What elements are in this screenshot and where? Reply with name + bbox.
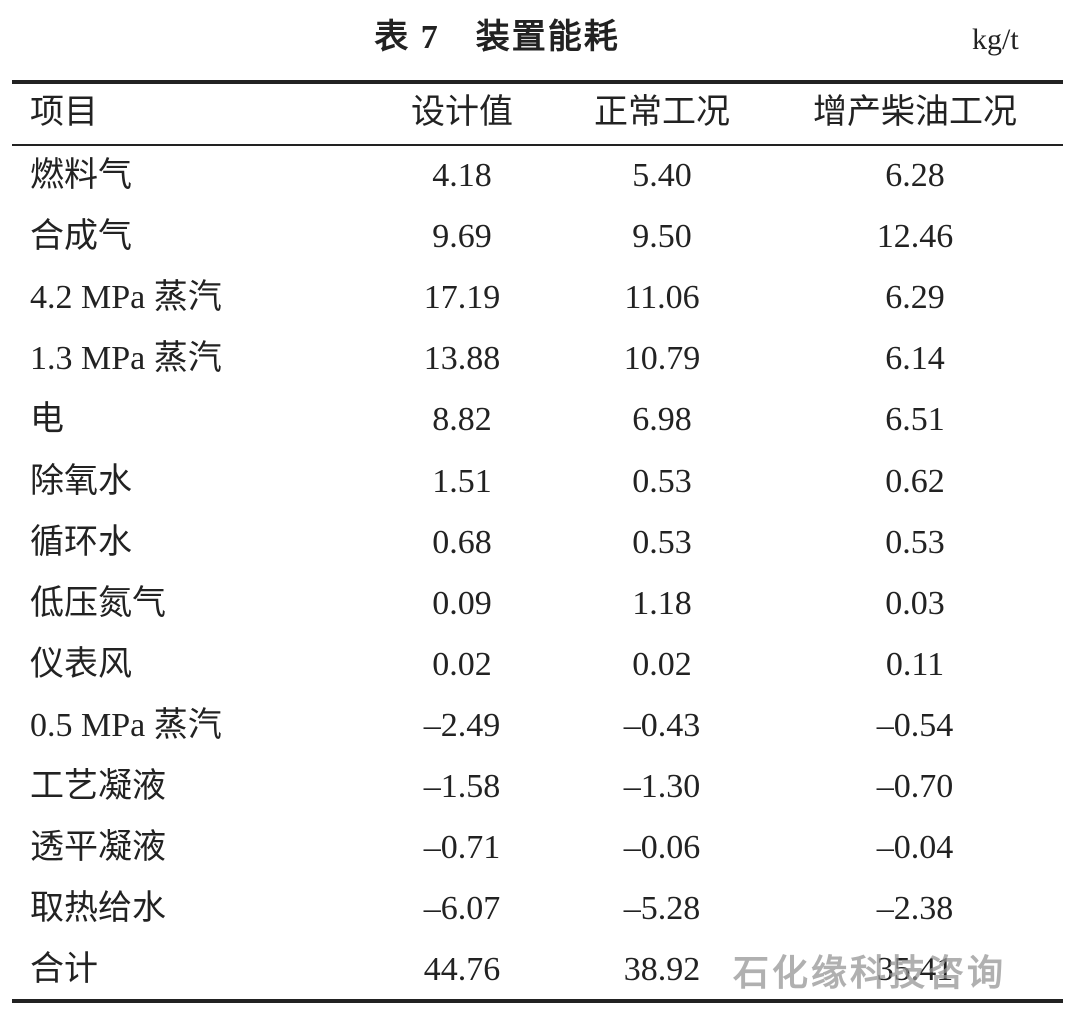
cell: 44.76 — [423, 951, 501, 989]
cell: 13.88 — [423, 340, 501, 378]
column-header: 正常工况 — [594, 94, 730, 131]
cell: 0.03 — [885, 584, 945, 622]
cell: 6.29 — [885, 279, 945, 317]
row-label: 工艺凝液 — [30, 768, 166, 805]
column-header: 增产柴油工况 — [813, 94, 1017, 131]
cell: –5.28 — [623, 890, 701, 928]
row-label: 4.2 MPa 蒸汽 — [30, 279, 222, 317]
cell: –0.43 — [623, 706, 701, 744]
cell: 12.46 — [876, 218, 954, 256]
cell: 0.53 — [632, 462, 692, 500]
cell: 35.41 — [876, 951, 954, 989]
cell: 9.69 — [432, 218, 492, 256]
cell: 6.98 — [632, 401, 692, 439]
bottom-rule — [12, 999, 1063, 1003]
row-label: 1.3 MPa 蒸汽 — [30, 340, 222, 378]
row-label: 透平凝液 — [30, 829, 166, 867]
row-label: 合成气 — [30, 218, 132, 256]
cell: 38.92 — [623, 951, 701, 989]
cell: 0.53 — [885, 523, 945, 561]
row-label: 除氧水 — [30, 462, 132, 500]
cell: 0.68 — [432, 523, 492, 561]
cell: 0.62 — [885, 462, 945, 500]
cell: 8.82 — [432, 401, 492, 439]
cell: 1.51 — [432, 462, 492, 500]
cell: 6.14 — [885, 340, 945, 378]
row-label: 取热给水 — [30, 890, 166, 928]
cell: 0.53 — [632, 523, 692, 561]
cell: 6.28 — [885, 157, 945, 194]
cell: 0.02 — [632, 645, 692, 683]
cell: 0.02 — [432, 645, 492, 683]
cell: –1.30 — [623, 768, 701, 805]
cell: 0.11 — [885, 645, 945, 683]
top-rule — [12, 80, 1063, 84]
cell: –0.04 — [876, 829, 954, 867]
column-header: 设计值 — [411, 94, 513, 131]
cell: 9.50 — [632, 218, 692, 256]
watermark: 石化缘科技咨询 — [733, 952, 1007, 994]
cell: –2.49 — [423, 706, 501, 744]
cell: –2.38 — [876, 890, 954, 928]
cell: 11.06 — [624, 279, 700, 317]
row-label: 0.5 MPa 蒸汽 — [30, 706, 222, 744]
cell: –6.07 — [423, 890, 501, 928]
row-label: 循环水 — [30, 523, 132, 561]
cell: 10.79 — [623, 340, 701, 378]
table-title: 表 7 装置能耗 — [374, 19, 620, 56]
cell: –0.54 — [876, 706, 954, 744]
cell: –0.06 — [623, 829, 701, 867]
cell: –1.58 — [423, 768, 501, 805]
cell: 6.51 — [885, 401, 945, 439]
row-label: 电 — [30, 401, 64, 439]
row-label: 燃料气 — [30, 157, 132, 194]
cell: –0.70 — [876, 768, 954, 805]
cell: 17.19 — [423, 279, 501, 317]
cell: 0.09 — [432, 584, 492, 622]
cell: 1.18 — [632, 584, 692, 622]
header-rule — [12, 144, 1063, 146]
row-label: 仪表风 — [30, 645, 132, 683]
cell: –0.71 — [423, 829, 501, 867]
cell: 5.40 — [632, 157, 692, 194]
row-label: 低压氮气 — [30, 584, 166, 622]
unit: kg/t — [972, 23, 1019, 56]
column-header: 项目 — [30, 94, 98, 131]
row-label: 合计 — [30, 951, 98, 989]
cell: 4.18 — [432, 157, 492, 194]
